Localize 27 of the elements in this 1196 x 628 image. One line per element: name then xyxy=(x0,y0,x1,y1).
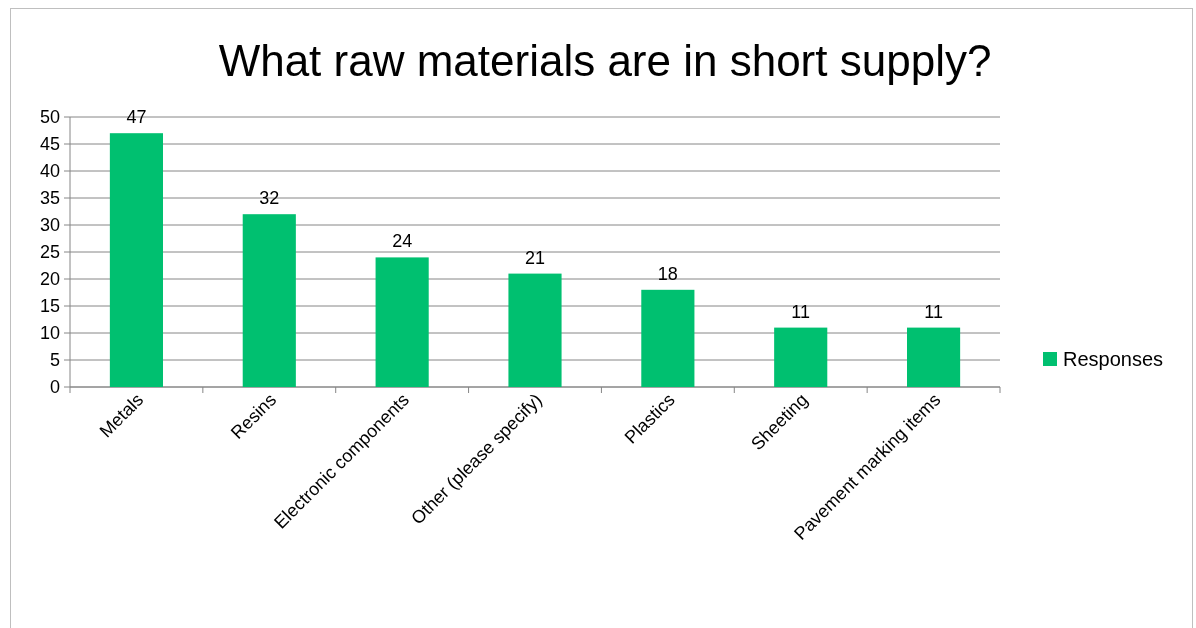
data-label: 47 xyxy=(126,107,147,128)
bar xyxy=(641,289,695,387)
bar xyxy=(508,273,562,387)
data-label: 11 xyxy=(924,301,943,322)
chart-title: What raw materials are in short supply? xyxy=(218,36,992,85)
y-tick-label: 45 xyxy=(39,134,60,155)
y-tick-label: 15 xyxy=(39,296,60,317)
data-label: 24 xyxy=(392,231,413,252)
data-label: 32 xyxy=(259,188,280,209)
bar xyxy=(907,327,961,387)
y-tick-label: 40 xyxy=(39,161,60,182)
y-tick-label: 0 xyxy=(49,377,60,398)
bar xyxy=(774,327,828,387)
y-tick-label: 50 xyxy=(39,107,60,128)
data-label: 18 xyxy=(657,263,678,284)
y-tick-label: 5 xyxy=(49,350,60,371)
legend-label: Responses xyxy=(1063,348,1164,370)
y-tick-label: 30 xyxy=(39,215,60,236)
data-label: 21 xyxy=(524,247,546,268)
bar xyxy=(109,133,163,387)
y-tick-label: 35 xyxy=(39,188,60,209)
bar xyxy=(242,214,296,387)
y-tick-label: 20 xyxy=(39,269,60,290)
data-label: 11 xyxy=(791,301,811,322)
y-tick-label: 25 xyxy=(39,242,60,263)
y-tick-label: 10 xyxy=(39,323,60,344)
bar xyxy=(375,257,429,387)
